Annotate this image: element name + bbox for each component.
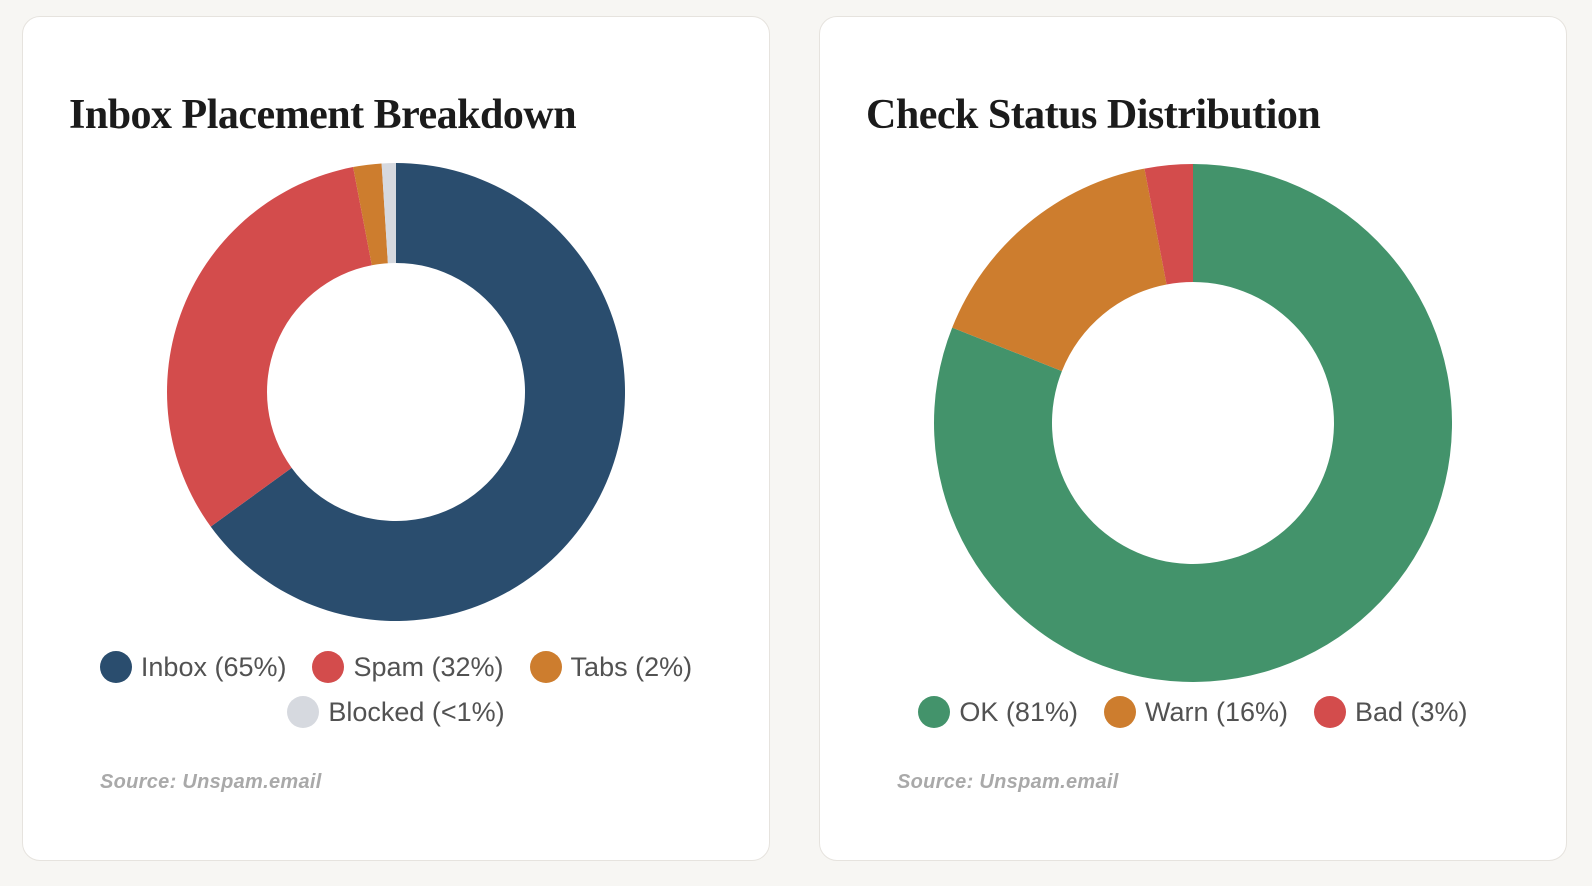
legend-item-blocked[interactable]: Blocked (<1%) <box>287 696 505 728</box>
donut-svg <box>167 163 626 621</box>
donut-slice-warn[interactable] <box>952 168 1167 372</box>
chart-title-inbox-placement: Inbox Placement Breakdown <box>69 92 577 138</box>
donut-slice-blocked[interactable] <box>381 163 396 264</box>
donut-slice-inbox[interactable] <box>210 163 626 621</box>
check-status-legend: OK (81%) Warn (16%) Bad (3%) <box>863 696 1523 728</box>
legend-item-bad[interactable]: Bad (3%) <box>1314 696 1468 728</box>
source-note: Source: Unspam.email <box>897 771 1119 793</box>
source-note: Source: Unspam.email <box>100 771 322 793</box>
legend-item-spam[interactable]: Spam (32%) <box>312 651 504 683</box>
legend-marker-circle <box>99 651 132 683</box>
legend-label: Spam (32%) <box>353 651 504 682</box>
inbox-placement-donut-chart <box>167 163 626 621</box>
legend-marker-circle <box>1314 696 1346 728</box>
legend-marker-circle <box>312 651 345 683</box>
donut-slice-tabs[interactable] <box>353 163 388 266</box>
legend-marker-circle <box>918 696 951 728</box>
legend-item-ok[interactable]: OK (81%) <box>918 696 1078 728</box>
donut-slice-bad[interactable] <box>1144 164 1193 285</box>
legend-marker-circle <box>287 696 320 728</box>
donut-slice-spam[interactable] <box>167 167 372 527</box>
legend-label: Inbox (65%) <box>140 651 287 682</box>
donut-slice-ok[interactable] <box>934 164 1453 682</box>
legend-marker-circle <box>1103 696 1136 728</box>
legend-label: OK (81%) <box>959 696 1078 727</box>
legend-item-tabs[interactable]: Tabs (2%) <box>529 651 693 683</box>
legend-label: Blocked (<1%) <box>328 696 505 727</box>
legend-item-warn[interactable]: Warn (16%) <box>1103 696 1288 728</box>
chart-title-check-status: Check Status Distribution <box>866 92 1321 138</box>
legend-label: Bad (3%) <box>1355 696 1468 727</box>
legend-label: Tabs (2%) <box>570 651 693 682</box>
legend-label: Warn (16%) <box>1144 696 1288 727</box>
donut-svg <box>934 164 1453 682</box>
card-inbox-placement: Inbox Placement Breakdown Inbox (65%) Spa… <box>22 16 770 861</box>
legend-marker-circle <box>529 651 562 683</box>
legend-item-inbox[interactable]: Inbox (65%) <box>99 651 287 683</box>
card-check-status: Check Status Distribution OK (81%) Warn (… <box>819 16 1567 861</box>
check-status-donut-chart <box>934 164 1453 682</box>
inbox-placement-legend: Inbox (65%) Spam (32%) Tabs (2%) Blocked (<… <box>66 651 726 728</box>
